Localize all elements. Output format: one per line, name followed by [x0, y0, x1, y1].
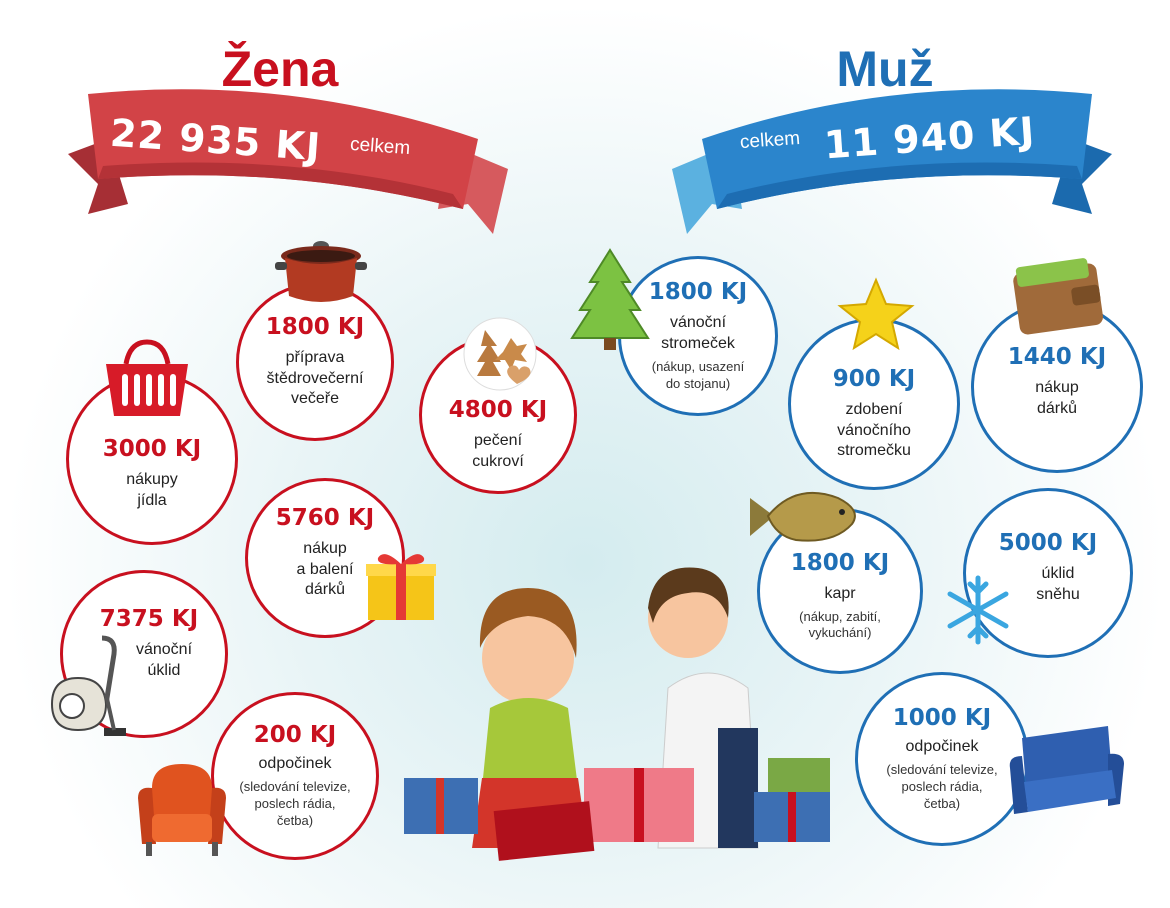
cookies-icon — [463, 317, 537, 391]
zena-item-rest: 200 KJ odpočinek (sledování televize, po… — [211, 692, 379, 860]
couple-wrapping-gifts-illustration — [404, 567, 830, 861]
item-label: nákupy jídla — [126, 471, 178, 509]
muz-item-snow: 5000 KJ úklid sněhu — [963, 488, 1133, 658]
item-kj: 5000 KJ — [998, 530, 1098, 557]
zena-title: Žena — [221, 41, 339, 97]
item-note: (sledování televize, poslech rádia, četb… — [239, 779, 351, 828]
sofa-icon — [1009, 726, 1124, 814]
item-note: (nákup, usazení do stojanu) — [651, 358, 745, 391]
item-note: (sledování televize, poslech rádia, četb… — [886, 762, 998, 811]
item-kj: 5760 KJ — [275, 504, 375, 531]
item-kj: 1800 KJ — [648, 279, 748, 306]
carp-fish-icon — [750, 491, 856, 542]
star-icon — [837, 277, 915, 351]
christmas-tree-icon — [570, 248, 650, 350]
muz-item-rest: 1000 KJ odpočinek (sledování televize, p… — [855, 672, 1029, 846]
item-kj: 1000 KJ — [892, 705, 992, 732]
muz-title: Muž — [836, 41, 934, 97]
armchair-icon — [138, 764, 226, 856]
item-label: kapr — [824, 584, 856, 602]
muz-total-prefix: celkem — [739, 127, 801, 154]
item-kj: 1800 KJ — [790, 549, 890, 576]
item-kj: 4800 KJ — [448, 397, 548, 424]
gift-icon — [366, 554, 436, 620]
zena-item-dinner: 1800 KJ příprava štědrovečerní večeře — [236, 283, 394, 441]
item-kj: 1440 KJ — [1007, 344, 1107, 371]
muz-item-tree: 1800 KJ vánoční stromeček (nákup, usazen… — [618, 256, 778, 416]
item-label: úklid sněhu — [1036, 565, 1080, 603]
snowflake-icon — [947, 575, 1009, 645]
item-label: odpočinek — [258, 755, 332, 773]
item-label: vánoční stromeček — [661, 314, 735, 353]
item-kj: 1800 KJ — [265, 313, 365, 340]
item-label: nákup dárků — [1035, 379, 1079, 417]
item-label: nákup a balení dárků — [296, 539, 354, 599]
zena-item-cleaning: 7375 KJ vánoční úklid — [60, 570, 228, 738]
wallet-icon — [1013, 258, 1104, 335]
muz-total-ribbon: celkem 11 940 KJ — [672, 84, 1112, 244]
item-kj: 200 KJ — [253, 722, 337, 749]
zena-total-ribbon: 22 935 KJ celkem — [68, 84, 508, 244]
item-label: pečení cukroví — [472, 432, 524, 470]
item-label: odpočinek — [905, 738, 979, 756]
item-label: zdobení vánočního stromečku — [837, 400, 911, 460]
item-kj: 7375 KJ — [99, 606, 199, 633]
item-kj: 900 KJ — [832, 365, 916, 392]
vacuum-cleaner-icon — [50, 635, 126, 736]
pot-icon — [275, 241, 367, 302]
item-label: vánoční úklid — [135, 641, 193, 679]
item-note: (nákup, zabití, vykuchání) — [799, 608, 881, 641]
muz-item-gift-shopping: 1440 KJ nákup dárků — [971, 301, 1143, 473]
item-kj: 3000 KJ — [102, 436, 202, 463]
item-label: příprava štědrovečerní večeře — [266, 348, 364, 408]
shopping-basket-icon — [106, 339, 188, 416]
zena-total-suffix: celkem — [349, 133, 411, 160]
